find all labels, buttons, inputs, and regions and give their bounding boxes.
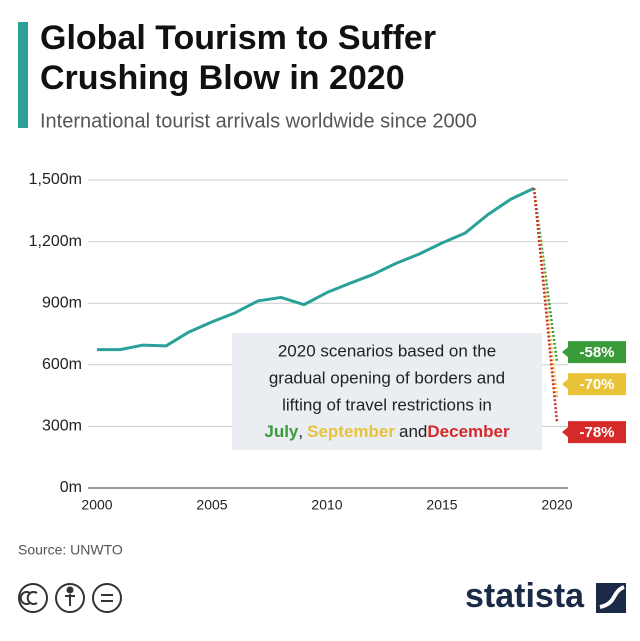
chart-title: Global Tourism to Suffer [40,19,436,57]
chart-title: Crushing Blow in 2020 [40,59,405,97]
y-tick-label: 1,500m [29,171,82,188]
y-tick-label: 300m [42,418,82,435]
scenario-label: -58% [579,344,614,361]
x-tick-label: 2010 [311,497,342,513]
note-box [232,333,542,450]
scenario-label-box [562,341,626,364]
scenario-line [532,188,559,423]
license-icons [18,583,122,613]
title-bar [18,22,28,128]
y-tick-label: 0m [60,479,82,496]
note-text: gradual opening of borders and [269,368,505,387]
scenario-name: July [264,422,299,441]
x-tick-label: 2000 [81,497,112,513]
line [97,186,535,352]
scenario-label-box [562,421,626,444]
brand: statista [465,577,585,615]
x-tick-label: 2005 [196,497,227,513]
scenario-name: December [427,422,510,441]
note-text: July, September andDecember [264,422,510,441]
y-tick-label: 600m [42,356,82,373]
scenario-label: -70% [579,376,614,393]
x-tick-label: 2015 [426,497,457,513]
note-text: lifting of travel restrictions in [282,395,492,414]
scenario-name: September [307,422,395,441]
chart-subtitle: International tourist arrivals worldwide… [40,110,477,132]
y-tick-label: 900m [42,294,82,311]
source: Source: UNWTO [18,542,123,558]
x-tick-label: 2020 [541,497,572,513]
y-tick-label: 1,200m [29,233,82,250]
note-text: 2020 scenarios based on the [278,341,496,360]
brand-logo [599,585,625,609]
scenario-label-box [562,373,626,396]
scenario-label: -78% [579,424,614,441]
note-joiner: , [298,422,303,441]
note-joiner: and [399,422,427,441]
